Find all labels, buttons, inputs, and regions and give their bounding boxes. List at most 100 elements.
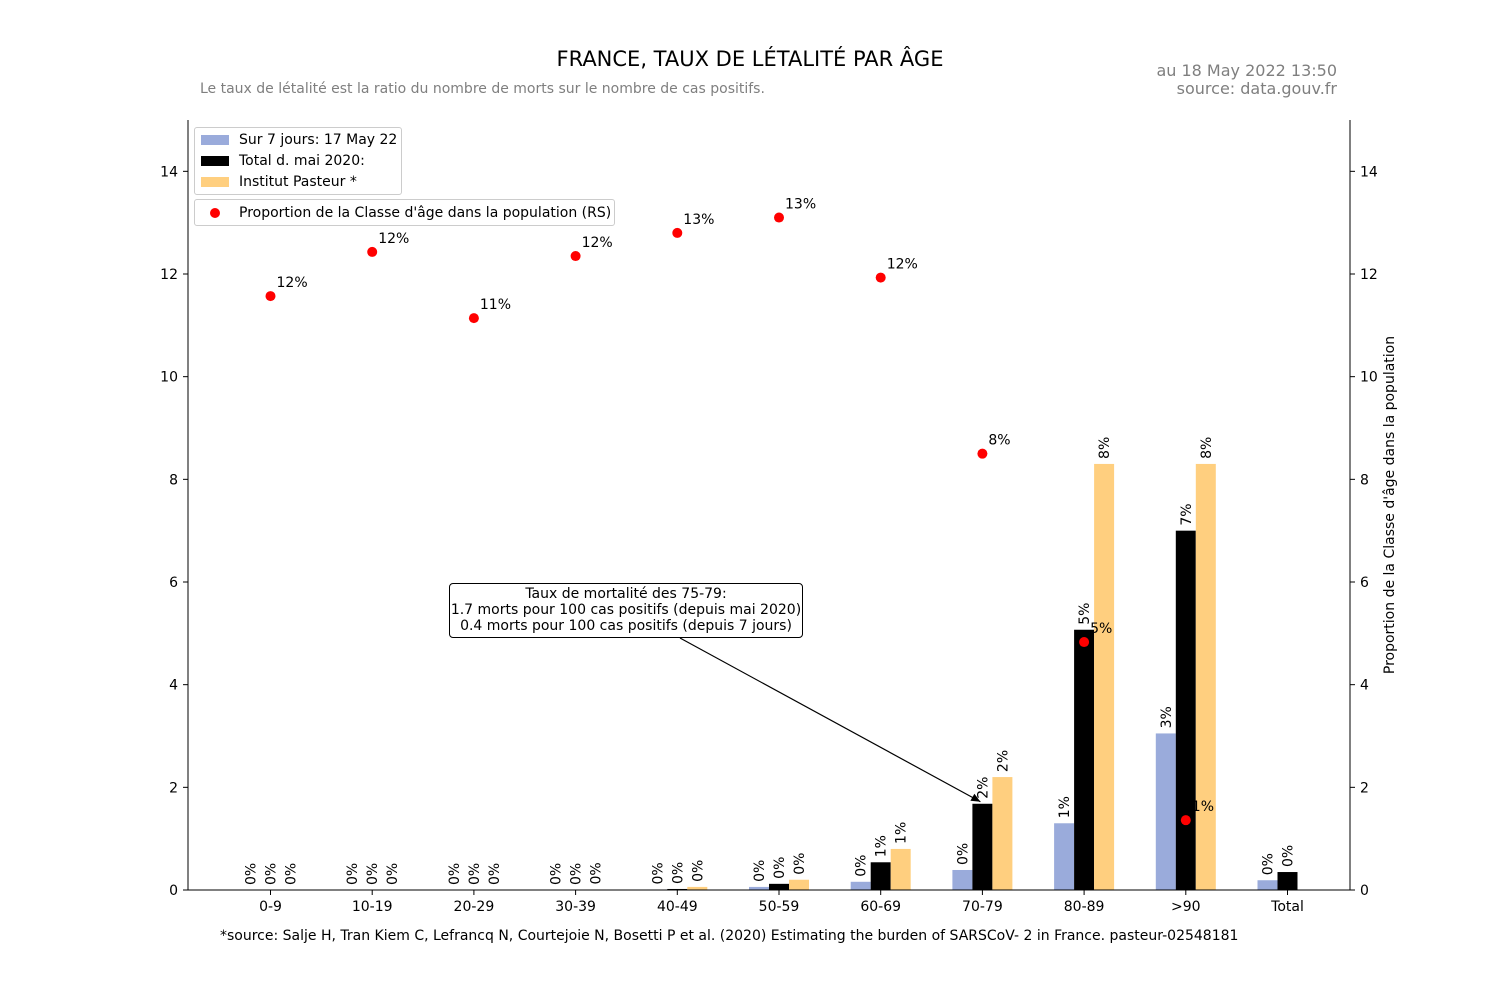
bar (1155, 733, 1176, 890)
population-point (977, 448, 988, 459)
population-point-label: 13% (785, 197, 816, 213)
bar-value-label: 0% (1261, 853, 1277, 875)
y-tick-label-left: 4 (169, 678, 178, 694)
bar (890, 848, 911, 890)
annotation-line-1: Taux de mortalité des 75-79: (525, 586, 727, 602)
bar (789, 879, 809, 890)
population-point (468, 313, 479, 324)
y-tick-label-left: 0 (169, 883, 178, 899)
y2-axis-label: Proportion de la Classe d'âge dans la po… (1382, 336, 1398, 674)
bar-value-label: 0% (1281, 845, 1297, 867)
y-tick-label-left: 2 (169, 780, 178, 796)
population-point (367, 246, 378, 257)
y-tick-label-left: 8 (169, 472, 178, 488)
x-tick-label: 30-39 (555, 899, 596, 915)
bar (870, 862, 891, 890)
population-point-label: 12% (378, 231, 409, 247)
y-tick-label-right: 10 (1360, 370, 1378, 386)
population-point (1180, 815, 1191, 826)
bar (687, 886, 708, 890)
population-point-label: 12% (582, 235, 613, 251)
bar-value-label: 0% (244, 863, 260, 885)
bar (769, 883, 789, 890)
population-point (570, 251, 581, 262)
population-point-label: 5% (1090, 621, 1112, 637)
bar-value-label: 0% (365, 863, 381, 885)
update-date: au 18 May 2022 13:50 (1156, 61, 1337, 80)
x-tick-label: 50-59 (759, 899, 800, 915)
footnote: *source: Salje H, Tran Kiem C, Lefrancq … (220, 928, 1239, 944)
legend-swatch-total (201, 155, 229, 166)
legend-marker-population (210, 207, 220, 218)
bar-value-label: 0% (690, 860, 706, 882)
y-tick-label-right: 12 (1360, 267, 1378, 283)
population-point-label: 12% (277, 275, 308, 291)
bar-value-label: 1% (894, 822, 910, 844)
legend-item-total: Total d. mai 2020: (195, 150, 401, 171)
population-point (875, 272, 886, 283)
bar-value-label: 5% (1077, 603, 1093, 625)
annotation-line-3: 0.4 morts pour 100 cas positifs (depuis … (460, 618, 792, 634)
x-tick-label: 70-79 (962, 899, 1003, 915)
bar-value-label: 0% (447, 863, 463, 885)
bar-value-label: 8% (1097, 437, 1113, 459)
bar-value-label: 0% (487, 863, 503, 885)
bar (972, 803, 993, 890)
y-tick-label-right: 14 (1360, 164, 1378, 180)
bar-value-label: 0% (792, 853, 808, 875)
bar-value-label: 0% (670, 862, 686, 884)
bar-value-label: 2% (975, 777, 991, 799)
bar-value-label: 0% (854, 855, 870, 877)
bar (749, 886, 769, 890)
y-tick-label-right: 6 (1360, 575, 1369, 591)
legend-item-7-days: Sur 7 jours: 17 May 22 (195, 129, 401, 150)
bar (667, 888, 688, 890)
annotation-arrow (679, 637, 981, 803)
series-legend: Sur 7 jours: 17 May 22 Total d. mai 2020… (194, 127, 402, 195)
legend-item-population: Proportion de la Classe d'âge dans la po… (195, 202, 614, 223)
y-tick-label-right: 8 (1360, 472, 1369, 488)
y-tick-label-left: 12 (160, 267, 178, 283)
population-point-label: 1% (1192, 799, 1214, 815)
bar-value-label: 0% (385, 863, 401, 885)
population-point (774, 212, 784, 223)
population-point (672, 227, 683, 238)
chart-title: FRANCE, TAUX DE LÉTALITÉ PAR ÂGE (556, 47, 944, 71)
bar-value-label: 0% (467, 863, 483, 885)
x-tick-label: 60-69 (860, 899, 901, 915)
bar-value-label: 0% (772, 857, 788, 879)
bar-value-label: 7% (1179, 503, 1195, 525)
bar-value-label: 2% (995, 750, 1011, 772)
bar-value-label: 0% (549, 863, 565, 885)
chart-subtitle: Le taux de létalité est la ratio du nomb… (200, 81, 765, 97)
x-tick-label: 0-9 (259, 899, 282, 915)
bar (1054, 823, 1075, 890)
bar-value-label: 3% (1159, 706, 1175, 728)
population-point-label: 13% (683, 212, 714, 228)
bar (1277, 872, 1298, 890)
bar (850, 881, 871, 890)
y-tick-label-left: 10 (160, 370, 178, 386)
bar (1257, 880, 1278, 890)
legend-item-pasteur: Institut Pasteur * (195, 171, 401, 192)
annotation-arrowhead (970, 793, 981, 802)
annotation-line-2: 1.7 morts pour 100 cas positifs (depuis … (450, 602, 802, 618)
bar (1094, 463, 1115, 890)
x-tick-label: 20-29 (454, 899, 495, 915)
y-tick-label-left: 6 (169, 575, 178, 591)
bar-value-label: 0% (589, 862, 605, 884)
y-tick-label-left: 14 (160, 164, 178, 180)
y-tick-label-right: 4 (1360, 678, 1369, 694)
legend-label-total: Total d. mai 2020: (239, 152, 365, 169)
bar-value-label: 0% (264, 863, 280, 885)
bar (992, 777, 1013, 890)
x-tick-label: 80-89 (1064, 899, 1105, 915)
population-point-label: 8% (988, 433, 1010, 449)
bar (1195, 463, 1216, 890)
x-tick-label: >90 (1171, 899, 1201, 915)
population-point (265, 291, 276, 302)
population-point-label: 11% (480, 297, 511, 313)
legend-label-pasteur: Institut Pasteur * (239, 173, 357, 190)
x-tick-label: 40-49 (657, 899, 698, 915)
legend-label-7-days: Sur 7 jours: 17 May 22 (239, 131, 398, 148)
